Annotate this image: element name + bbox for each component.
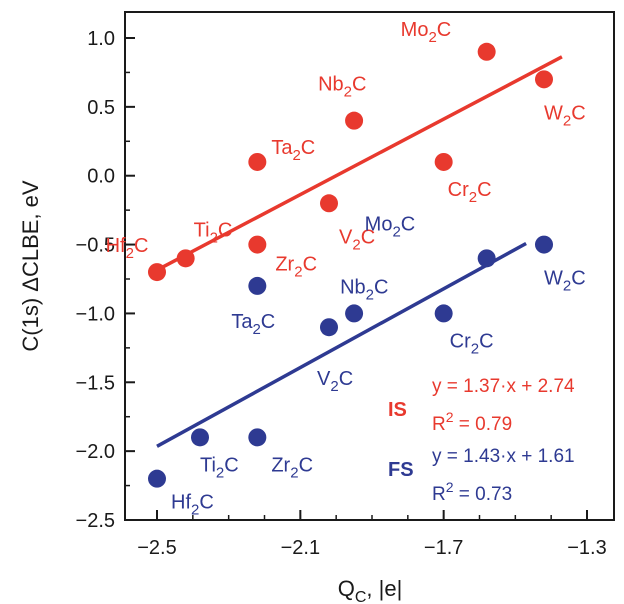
fit-annotations: IS y = 1.37·x + 2.74 R2 = 0.79 FS y = 1.43·x… bbox=[388, 376, 575, 505]
point-label-is-mo: Mo2C bbox=[401, 19, 452, 46]
point-is-zr bbox=[248, 235, 267, 254]
point-labels: Hf2C Ti2C Zr2C Ta2C V2C Nb2C Cr2C Mo2C W2C Hf2C Ti… bbox=[106, 19, 586, 519]
point-is-nb bbox=[345, 111, 364, 130]
point-fs-nb bbox=[345, 304, 364, 323]
fit-r2-is: R2 = 0.79 bbox=[432, 409, 512, 435]
point-fs-zr bbox=[248, 428, 267, 447]
point-is-mo bbox=[477, 42, 496, 61]
group-tag-is: IS bbox=[388, 399, 407, 421]
point-label-is-nb: Nb2C bbox=[318, 74, 366, 101]
group-tag-fs: FS bbox=[388, 459, 414, 481]
point-label-is-zr: Zr2C bbox=[275, 254, 317, 281]
x-tick-label: −1.3 bbox=[567, 537, 606, 559]
fit-line-is bbox=[156, 55, 563, 272]
point-is-hf bbox=[148, 263, 166, 282]
y-tick-label: −2.0 bbox=[76, 441, 115, 463]
point-label-is-ti: Ti2C bbox=[194, 219, 233, 246]
y-tick-label: −1.5 bbox=[76, 372, 115, 394]
data-points bbox=[148, 42, 553, 488]
x-tick-label: −2.1 bbox=[281, 537, 320, 559]
point-label-fs-ta: Ta2C bbox=[231, 311, 275, 338]
y-tick-label: −2.5 bbox=[76, 510, 115, 532]
point-fs-mo bbox=[477, 249, 496, 268]
y-tick-label: 0.5 bbox=[87, 97, 115, 119]
point-label-is-v: V2C bbox=[339, 226, 375, 253]
point-is-ta bbox=[248, 152, 267, 171]
point-label-is-ta: Ta2C bbox=[271, 137, 315, 164]
x-tick-label: −1.7 bbox=[424, 537, 463, 559]
x-axis-title: QC, |e| bbox=[338, 576, 403, 604]
fit-equation-fs: y = 1.43·x + 1.61 bbox=[432, 446, 575, 467]
y-tick-label: 0.0 bbox=[87, 166, 115, 188]
point-is-w bbox=[535, 70, 553, 89]
point-label-fs-w: W2C bbox=[544, 268, 586, 295]
y-axis-title: C(1s) ΔCLBE, eV bbox=[18, 180, 43, 352]
point-fs-w bbox=[535, 235, 553, 254]
fit-equation-is: y = 1.37·x + 2.74 bbox=[432, 376, 575, 397]
point-fs-hf bbox=[148, 469, 166, 488]
point-label-fs-v: V2C bbox=[317, 368, 353, 395]
point-label-fs-mo: Mo2C bbox=[365, 213, 416, 240]
point-label-fs-nb: Nb2C bbox=[340, 276, 388, 303]
point-label-fs-ti: Ti2C bbox=[200, 454, 239, 481]
fit-line-fs bbox=[156, 241, 527, 448]
point-label-fs-cr: Cr2C bbox=[450, 330, 494, 357]
y-tick-label: 1.0 bbox=[87, 28, 115, 50]
fit-r2-fs: R2 = 0.73 bbox=[432, 479, 512, 505]
point-label-is-w: W2C bbox=[544, 102, 586, 129]
point-fs-ta bbox=[248, 276, 267, 295]
y-tick-label: −0.5 bbox=[76, 235, 115, 257]
point-fs-ti bbox=[191, 428, 209, 447]
y-tick-label: −1.0 bbox=[76, 303, 115, 325]
plot-frame bbox=[124, 11, 615, 521]
point-is-ti bbox=[176, 249, 195, 268]
point-label-fs-zr: Zr2C bbox=[271, 454, 313, 481]
point-label-is-cr: Cr2C bbox=[448, 179, 492, 206]
point-label-is-hf: Hf2C bbox=[106, 235, 149, 262]
x-tick-label: −2.5 bbox=[137, 537, 176, 559]
point-is-v bbox=[320, 194, 338, 213]
point-fs-v bbox=[320, 318, 338, 337]
axes: −2.5 −2.1 −1.7 −1.3 −2.5 −2.0 −1.5 −1.0 −0.5 0.0 0… bbox=[76, 28, 607, 559]
point-fs-cr bbox=[434, 304, 453, 323]
fit-lines bbox=[156, 55, 563, 448]
point-is-cr bbox=[434, 152, 453, 171]
point-label-fs-hf: Hf2C bbox=[171, 492, 214, 519]
